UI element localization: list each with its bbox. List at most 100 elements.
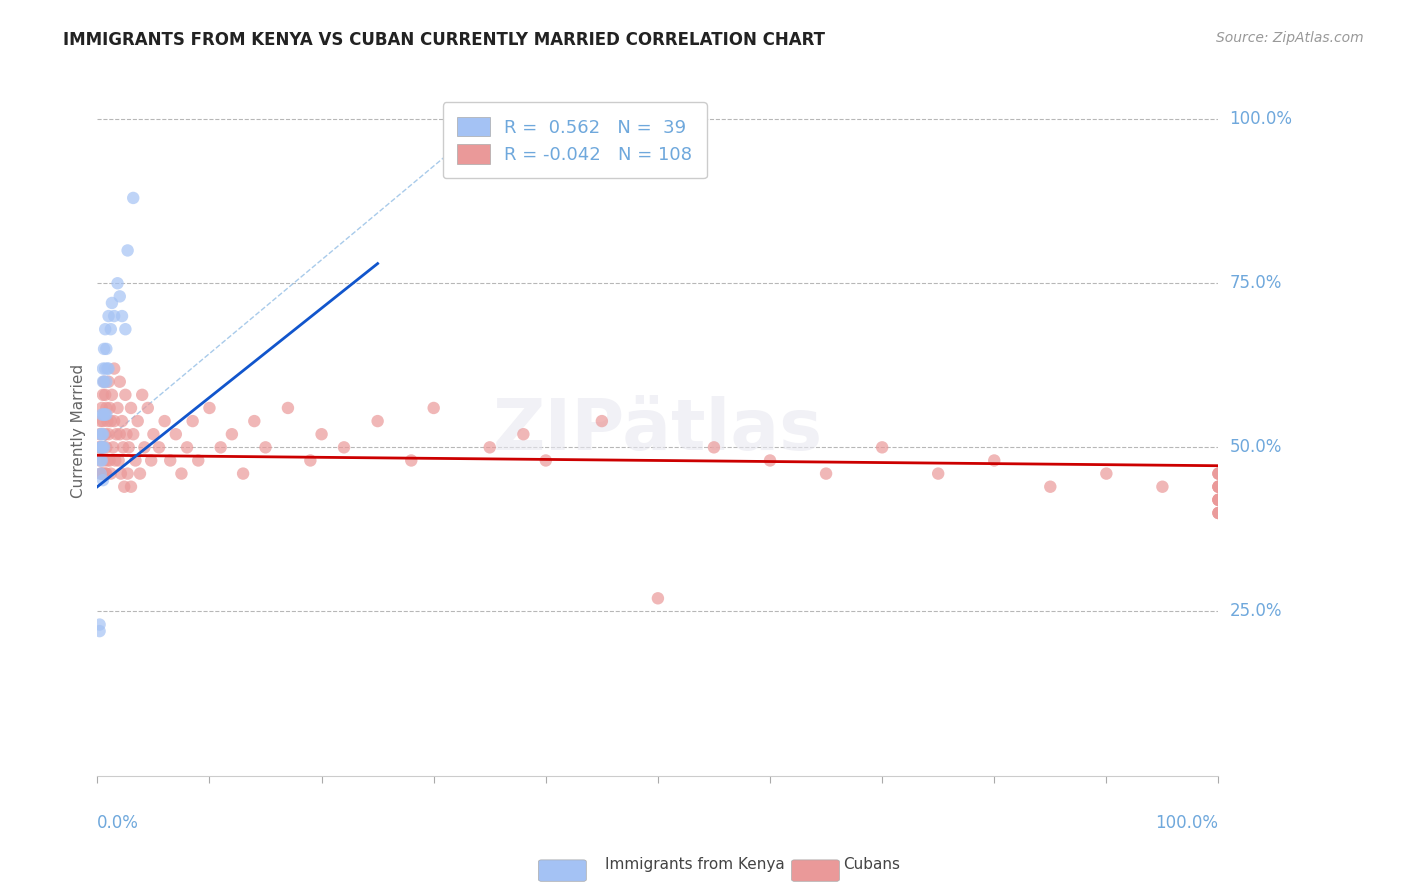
Point <box>96 375 118 389</box>
Point <box>90 467 112 481</box>
Point <box>1208 492 1230 507</box>
Point <box>367 414 389 428</box>
Point <box>89 453 111 467</box>
Point <box>93 375 115 389</box>
Text: Cubans: Cubans <box>844 857 901 872</box>
Point <box>110 467 132 481</box>
Point <box>591 414 613 428</box>
Point <box>103 414 125 428</box>
Point <box>90 427 112 442</box>
Point <box>93 453 115 467</box>
Point <box>90 414 112 428</box>
Point <box>159 453 181 467</box>
Point <box>118 441 141 455</box>
Point <box>401 453 423 467</box>
Text: IMMIGRANTS FROM KENYA VS CUBAN CURRENTLY MARRIED CORRELATION CHART: IMMIGRANTS FROM KENYA VS CUBAN CURRENTLY… <box>63 31 825 49</box>
Point <box>1208 492 1230 507</box>
Point <box>1208 480 1230 494</box>
Point <box>98 401 121 415</box>
Point <box>101 296 124 310</box>
Point <box>134 441 156 455</box>
Point <box>90 453 112 467</box>
Point <box>232 467 254 481</box>
Point <box>108 289 131 303</box>
Point <box>97 361 120 376</box>
Point <box>148 441 170 455</box>
Point <box>1208 506 1230 520</box>
Point <box>122 191 145 205</box>
Point <box>1208 467 1230 481</box>
Point <box>101 388 124 402</box>
Y-axis label: Currently Married: Currently Married <box>72 364 86 498</box>
Point <box>176 441 198 455</box>
Point <box>91 467 114 481</box>
Point <box>1208 506 1230 520</box>
Point <box>94 361 117 376</box>
Point <box>108 375 131 389</box>
Point <box>111 309 134 323</box>
Text: 50.0%: 50.0% <box>1230 438 1282 457</box>
Point <box>198 401 221 415</box>
Point <box>103 309 125 323</box>
Point <box>1208 480 1230 494</box>
Point <box>91 408 114 422</box>
Point <box>299 453 322 467</box>
Point <box>93 342 115 356</box>
Point <box>1208 467 1230 481</box>
Point <box>91 361 114 376</box>
Point <box>141 453 163 467</box>
Point <box>93 408 115 422</box>
Point <box>96 401 118 415</box>
Point <box>107 453 129 467</box>
Point <box>127 414 149 428</box>
Text: 100.0%: 100.0% <box>1230 111 1292 128</box>
Point <box>165 427 187 442</box>
Point <box>142 427 165 442</box>
Point <box>112 441 135 455</box>
Point <box>221 427 243 442</box>
Point <box>100 467 122 481</box>
Point <box>131 388 153 402</box>
Point <box>129 467 152 481</box>
Point <box>91 441 114 455</box>
Point <box>90 441 112 455</box>
Text: Source: ZipAtlas.com: Source: ZipAtlas.com <box>1216 31 1364 45</box>
Point <box>181 414 204 428</box>
Point <box>927 467 949 481</box>
Point <box>94 388 117 402</box>
Point <box>96 361 118 376</box>
Text: 75.0%: 75.0% <box>1230 274 1282 293</box>
Point <box>112 480 135 494</box>
Point <box>136 401 159 415</box>
Point <box>759 453 782 467</box>
Point <box>91 388 114 402</box>
Point <box>1208 492 1230 507</box>
Point <box>100 414 122 428</box>
Point <box>703 441 725 455</box>
Point <box>91 414 114 428</box>
Point <box>90 408 112 422</box>
Point <box>187 453 209 467</box>
Point <box>103 361 125 376</box>
Point <box>170 467 193 481</box>
Point <box>90 441 112 455</box>
Point <box>534 453 557 467</box>
Point <box>1208 480 1230 494</box>
Point <box>120 480 142 494</box>
Point <box>96 441 118 455</box>
Point <box>90 401 112 415</box>
Point <box>91 427 114 442</box>
Point <box>209 441 232 455</box>
Point <box>422 401 444 415</box>
Point <box>101 441 124 455</box>
Text: 0.0%: 0.0% <box>97 814 139 832</box>
Point <box>90 441 112 455</box>
Point <box>114 388 136 402</box>
Point <box>91 473 114 487</box>
Point <box>120 401 142 415</box>
Text: 100.0%: 100.0% <box>1156 814 1219 832</box>
Point <box>89 624 111 639</box>
Point <box>97 427 120 442</box>
Text: ZIPätlas: ZIPätlas <box>494 396 823 466</box>
Point <box>94 322 117 336</box>
